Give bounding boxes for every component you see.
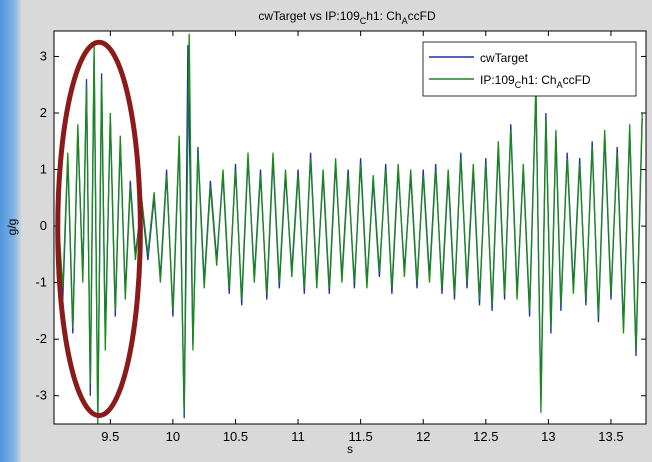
y-tick-label: 0 xyxy=(40,218,47,233)
x-tick-label: 13 xyxy=(541,429,555,444)
series-line-ip109 xyxy=(57,33,643,425)
legend-label-ip109: IP:109Ch1: ChAccFD xyxy=(480,73,591,90)
y-tick-label: -2 xyxy=(35,331,47,346)
x-tick-label: 12.5 xyxy=(473,429,498,444)
legend: cwTarget IP:109Ch1: ChAccFD xyxy=(422,41,637,97)
x-tick-label: 9.5 xyxy=(101,429,119,444)
y-tick-label: 2 xyxy=(40,105,47,120)
x-tick-label: 11.5 xyxy=(348,429,372,444)
legend-label-cwtarget: cwTarget xyxy=(480,51,529,65)
y-tick-label: 1 xyxy=(40,162,47,177)
annotation-layer xyxy=(55,39,143,419)
chart-title: cwTarget vs IP:109Ch1: ChAccFD xyxy=(258,9,436,26)
y-axis-label: g/g xyxy=(5,219,19,236)
x-tick-label: 10.5 xyxy=(223,429,248,444)
x-tick-label: 11 xyxy=(291,429,305,444)
series-layer xyxy=(57,33,643,425)
plot-area xyxy=(54,31,646,424)
y-tick-label: -3 xyxy=(35,388,47,403)
x-axis-label: s xyxy=(347,442,353,456)
x-tick-label: 13.5 xyxy=(598,429,623,444)
y-tick-label: -1 xyxy=(35,275,47,290)
y-tick-label: 3 xyxy=(40,48,47,63)
x-tick-label: 10 xyxy=(166,429,180,444)
legend-box xyxy=(422,41,637,97)
highlight-ellipse xyxy=(55,39,143,419)
axes-frame xyxy=(53,30,647,425)
x-tick-label: 12 xyxy=(416,429,430,444)
